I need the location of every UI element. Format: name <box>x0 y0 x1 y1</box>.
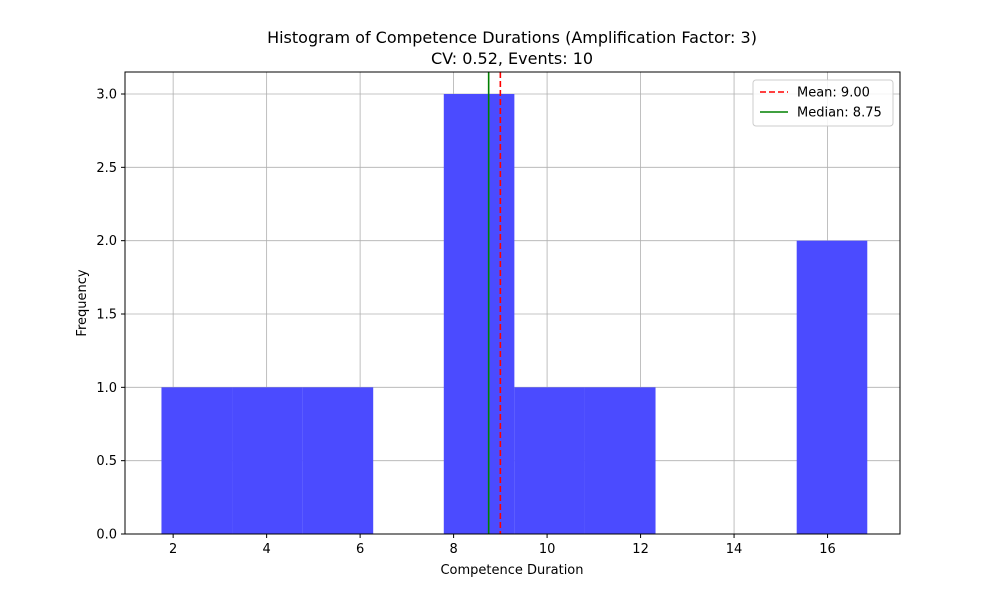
y-tick-label: 0.0 <box>96 528 117 543</box>
histogram-bar <box>232 387 303 534</box>
y-tick-label: 3.0 <box>96 88 117 103</box>
reference-lines <box>487 72 502 534</box>
y-axis-label: Frequency <box>75 269 90 336</box>
y-tick-label: 0.5 <box>96 454 117 469</box>
x-tick-label: 8 <box>449 542 457 557</box>
histogram-bar <box>443 94 515 534</box>
y-tick-label: 1.5 <box>96 308 117 323</box>
legend: Mean: 9.00 Median: 8.75 <box>752 79 894 127</box>
x-tick-label: 4 <box>262 542 270 557</box>
chart-subtitle: CV: 0.52, Events: 10 <box>431 49 593 68</box>
y-tick-label: 2.0 <box>96 234 117 249</box>
y-tick-label: 1.0 <box>96 381 117 396</box>
y-tick-label: 2.5 <box>96 161 117 176</box>
chart-title: Histogram of Competence Durations (Ampli… <box>267 28 757 47</box>
x-axis-ticks: 2 4 6 8 10 12 14 16 <box>169 534 836 557</box>
plot-frame <box>124 71 901 535</box>
y-axis-ticks: 0.0 0.5 1.0 1.5 2.0 2.5 3.0 <box>96 88 125 543</box>
x-tick-label: 16 <box>819 542 836 557</box>
x-tick-label: 12 <box>632 542 649 557</box>
histogram-bar <box>302 387 374 534</box>
x-tick-label: 2 <box>169 542 177 557</box>
x-tick-label: 6 <box>356 542 364 557</box>
histogram-bars <box>161 94 868 534</box>
histogram-bar <box>796 240 868 534</box>
histogram-bar <box>514 387 585 534</box>
legend-mean-label: Mean: 9.00 <box>797 86 870 101</box>
x-tick-label: 10 <box>539 542 556 557</box>
legend-median-label: Median: 8.75 <box>797 106 882 121</box>
x-tick-label: 14 <box>726 542 743 557</box>
histogram-bar <box>161 387 233 534</box>
x-axis-label: Competence Duration <box>440 563 583 578</box>
histogram-bar <box>584 387 656 534</box>
